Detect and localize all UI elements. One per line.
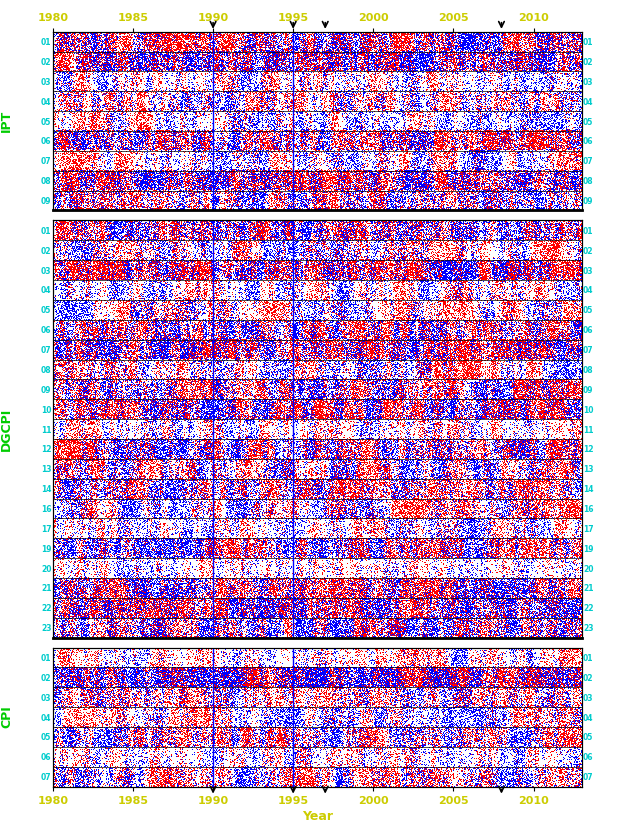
Y-axis label: DGCPI: DGCPI: [0, 407, 13, 451]
Text: Year: Year: [302, 810, 333, 823]
Y-axis label: IPT: IPT: [0, 110, 13, 132]
Y-axis label: CPI: CPI: [0, 706, 13, 728]
